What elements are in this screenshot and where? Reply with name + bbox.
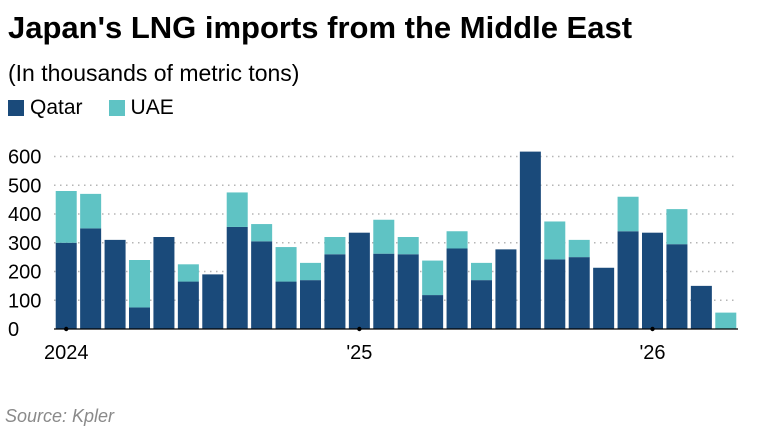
bar-qatar-15 [422,295,444,329]
bar-uae-9 [275,247,297,282]
bar-qatar-1 [80,228,102,329]
bar-qatar-18 [495,249,517,329]
bar-qatar-10 [299,280,322,329]
bar-qatar-25 [666,244,688,329]
bar-qatar-3 [128,307,151,329]
y-tick-label-0: 0 [8,319,19,341]
x-tick-mark-24 [650,326,655,332]
x-tick-label-24: '26 [639,342,665,364]
y-tick-label-200: 200 [8,262,41,284]
bar-qatar-2 [104,239,126,329]
bar-uae-0 [55,191,77,243]
legend-label-uae: UAE [130,96,174,119]
bar-qatar-24 [641,232,664,329]
legend-swatch-qatar [8,100,24,116]
bar-uae-3 [128,260,151,308]
bar-qatar-5 [177,281,199,329]
y-tick-label-400: 400 [8,204,41,226]
bar-uae-16 [446,231,468,249]
bar-uae-15 [422,260,444,296]
legend-label-qatar: Qatar [30,96,83,119]
chart-title: Japan's LNG imports from the Middle East [8,10,633,45]
bar-uae-5 [177,264,199,282]
bar-qatar-22 [593,267,615,329]
source-note: Source: Kpler [5,406,115,426]
bar-uae-20 [544,221,566,260]
bar-qatar-16 [446,248,468,329]
bar-qatar-21 [568,257,590,329]
bar-qatar-17 [470,280,493,329]
y-tick-label-100: 100 [8,290,41,312]
bar-qatar-23 [617,231,639,329]
bar-uae-25 [666,209,688,245]
bar-uae-23 [617,196,639,232]
bar-qatar-20 [544,259,566,329]
x-tick-mark-12 [357,326,362,332]
x-tick-label-12: '25 [346,342,372,364]
bar-uae-11 [324,237,346,255]
bar-uae-17 [470,262,493,281]
bar-qatar-9 [275,281,297,329]
chart-subtitle: (In thousands of metric tons) [8,60,300,86]
bar-qatar-14 [397,254,419,329]
bar-qatar-19 [519,151,541,329]
chart-legend: Qatar UAE [8,96,200,120]
bar-qatar-8 [251,241,273,329]
bar-uae-8 [251,224,273,242]
y-tick-label-500: 500 [8,175,41,197]
bar-uae-14 [397,237,419,255]
bar-qatar-11 [324,254,346,329]
bar-uae-13 [373,219,395,254]
bar-qatar-0 [55,242,77,329]
bar-qatar-7 [226,226,248,329]
legend-item-qatar: Qatar [8,96,83,120]
bar-uae-21 [568,239,590,258]
y-tick-label-300: 300 [8,233,41,255]
bar-qatar-26 [690,285,712,329]
bar-qatar-12 [348,232,370,329]
bar-uae-7 [226,192,248,227]
bar-uae-27 [715,312,737,329]
bar-qatar-6 [202,274,224,329]
bar-qatar-13 [373,253,395,329]
x-tick-label-0: 2024 [44,342,89,364]
bar-uae-1 [80,193,102,229]
legend-item-uae: UAE [108,96,174,120]
y-tick-label-600: 600 [8,147,41,169]
bar-qatar-4 [153,237,175,329]
x-tick-mark-0 [64,326,69,332]
legend-swatch-uae [108,100,125,116]
bar-uae-10 [299,262,322,281]
